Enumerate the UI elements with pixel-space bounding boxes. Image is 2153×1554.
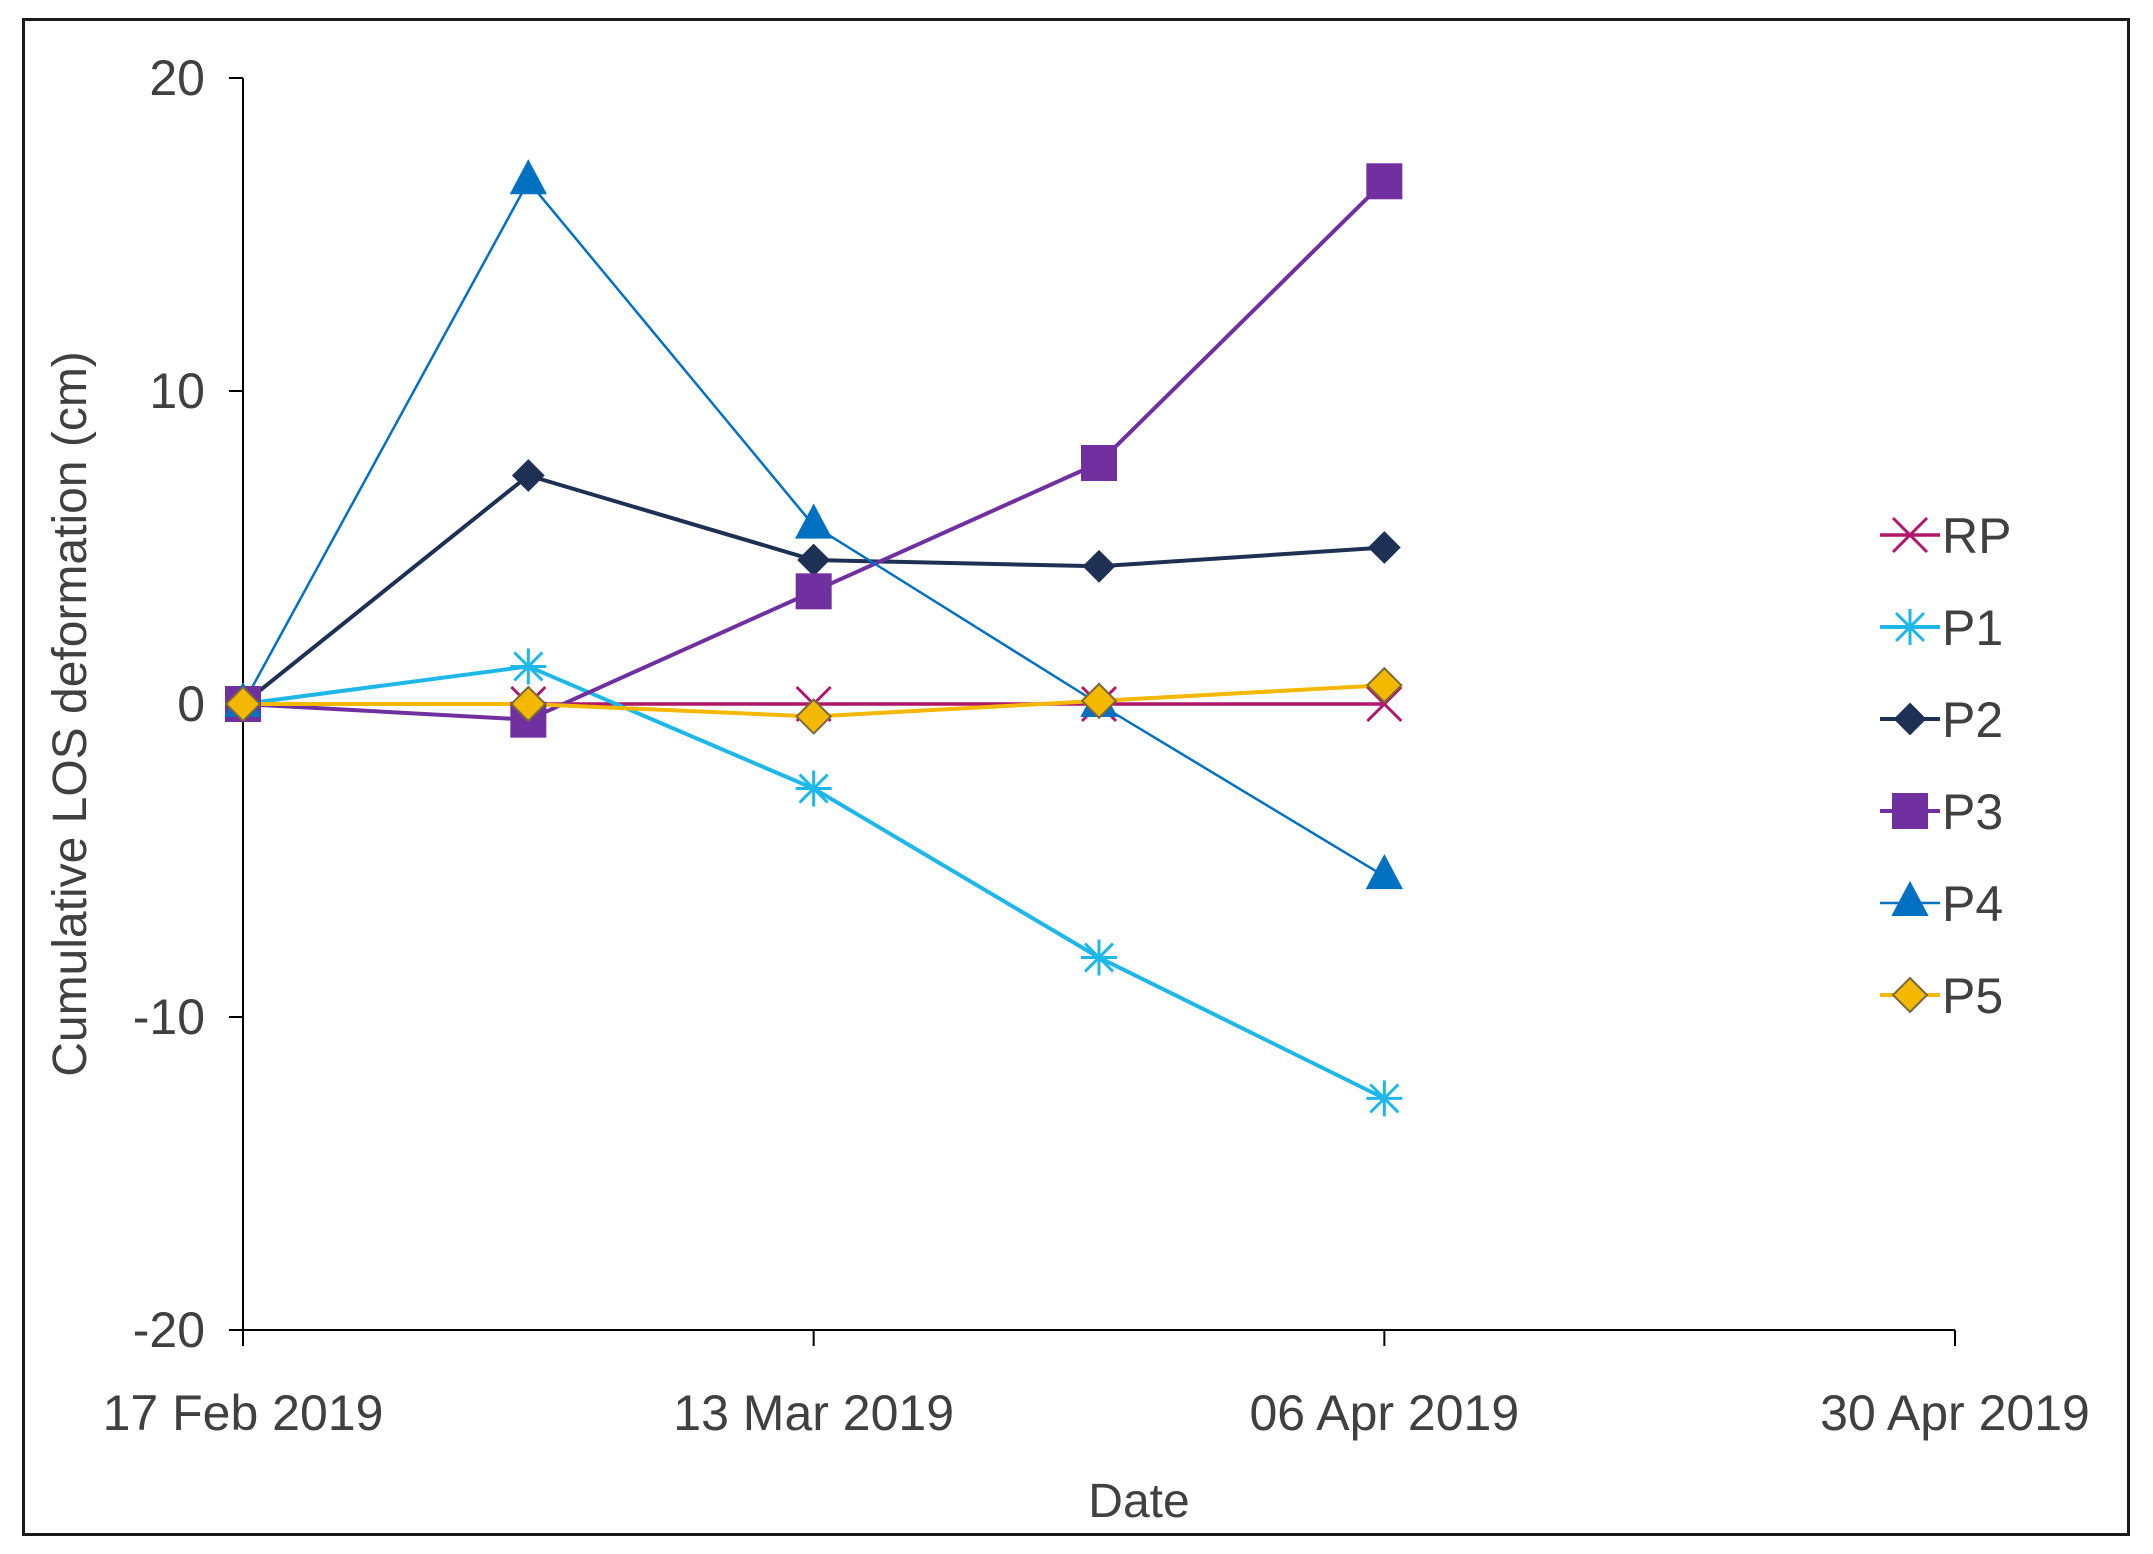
y-tick-label: 10 [149, 363, 205, 419]
x-axis-title: Date [1088, 1475, 1189, 1528]
marker-shape [1365, 854, 1403, 890]
legend-marker-p3 [1892, 793, 1928, 829]
data-point-p1 [510, 648, 547, 685]
data-point-p5 [795, 698, 833, 735]
legend-label-rp: RP [1942, 508, 2011, 564]
y-tick-label: -10 [133, 989, 205, 1045]
marker-shape [1081, 444, 1117, 481]
marker-stroke [1891, 516, 1929, 554]
legend-marker-p1 [1892, 609, 1928, 645]
data-point-rp [1366, 685, 1403, 723]
marker-shape [509, 685, 547, 723]
legend-label-p3: P3 [1942, 784, 2003, 840]
legend-marker-p4 [1891, 880, 1929, 916]
legend-item-p4: P4 [1880, 876, 2003, 932]
data-point-p1 [1366, 1080, 1403, 1117]
data-point-p5 [1365, 666, 1403, 704]
data-point-p5 [224, 685, 262, 723]
legend-label-p4: P4 [1942, 876, 2003, 932]
marker-shape [1891, 976, 1929, 1014]
data-point-p2 [1082, 549, 1116, 583]
y-axis-title: Cumulative LOS deformation (cm) [44, 351, 97, 1077]
marker-shape [795, 573, 832, 610]
legend-label-p1: P1 [1942, 600, 2003, 656]
data-point-p2 [511, 459, 545, 492]
x-tick-label: 17 Feb 2019 [103, 1385, 384, 1441]
data-point-p1 [795, 770, 832, 807]
marker-shape [795, 698, 833, 735]
y-tick-label: -20 [133, 1302, 205, 1358]
legend: RP P1 P2 P3 P4 P5 [1880, 508, 2011, 1024]
x-tick-label: 13 Mar 2019 [673, 1385, 954, 1441]
data-point-p1 [1081, 939, 1117, 976]
marker-stroke [1366, 685, 1403, 723]
series-markers [224, 159, 1403, 1117]
axis-labels: 20 10 0 -10 -20 17 Feb 2019 13 Mar 2019 06 Apr … [44, 50, 2090, 1528]
y-tick-label: 0 [177, 676, 205, 732]
legend-item-p3: P3 [1880, 784, 2003, 840]
chart-frame [22, 18, 2130, 1536]
legend-item-p2: P2 [1880, 692, 2003, 748]
series-line-p3 [242, 179, 1386, 722]
marker-shape [797, 543, 831, 577]
marker-shape [509, 159, 547, 195]
data-point-p4 [1365, 854, 1403, 890]
data-point-p4 [509, 159, 547, 195]
data-point-p4 [795, 503, 833, 539]
legend-marker-p2 [1893, 702, 1927, 736]
marker-shape [1892, 793, 1928, 829]
series-lines [241, 179, 1386, 1101]
legend-marker-p5 [1891, 976, 1929, 1014]
legend-label-p5: P5 [1942, 968, 2003, 1024]
data-point-p3 [1366, 163, 1403, 200]
data-point-p2 [1367, 531, 1401, 564]
data-point-p2 [797, 543, 831, 577]
marker-shape [1082, 549, 1116, 583]
data-point-p5 [1080, 682, 1118, 720]
x-tick-label: 06 Apr 2019 [1249, 1385, 1519, 1441]
marker-shape [1366, 163, 1403, 200]
x-tick-label: 30 Apr 2019 [1820, 1385, 2090, 1441]
marker-shape [795, 503, 833, 539]
marker-shape [1891, 880, 1929, 916]
marker-shape [1367, 531, 1401, 564]
legend-item-p5: P5 [1880, 968, 2003, 1024]
marker-shape [1080, 682, 1118, 720]
marker-shape [511, 459, 545, 492]
data-point-p5 [509, 685, 547, 723]
y-tick-label: 20 [149, 50, 205, 106]
legend-label-p2: P2 [1942, 692, 2003, 748]
marker-shape [1365, 666, 1403, 704]
data-point-p3 [1081, 444, 1117, 481]
data-point-p3 [795, 573, 832, 610]
marker-shape [224, 685, 262, 723]
marker-shape [1893, 702, 1927, 736]
legend-item-p1: P1 [1880, 600, 2003, 656]
legend-item-rp: RP [1880, 508, 2011, 564]
legend-marker-rp [1891, 516, 1929, 554]
